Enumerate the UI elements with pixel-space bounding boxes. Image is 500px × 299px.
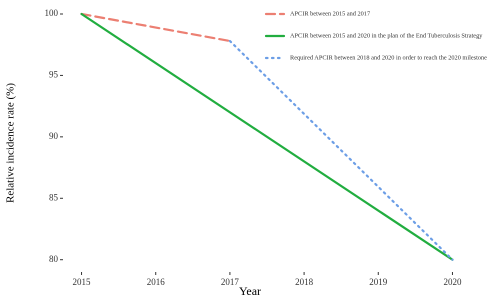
x-tick-label: 2015 (73, 277, 92, 287)
legend-label: Required APCIR between 2018 and 2020 in … (290, 54, 487, 61)
series-line (80, 12, 454, 261)
legend: APCIR between 2015 and 2017 APCIR between… (262, 3, 487, 71)
y-tick-label: 90 (49, 131, 59, 141)
series-line (228, 39, 454, 261)
legend-label: APCIR between 2015 and 2017 (290, 10, 370, 17)
x-tick-label: 2020 (443, 277, 462, 287)
x-tick-label: 2017 (221, 277, 240, 287)
x-tick-label: 2016 (147, 277, 166, 287)
legend-box (262, 3, 484, 71)
x-tick-label: 2018 (295, 277, 314, 287)
x-tick-label: 2019 (369, 277, 388, 287)
legend-label: APCIR between 2015 and 2020 in the plan … (290, 32, 483, 39)
y-tick-label: 95 (49, 69, 59, 79)
y-tick-label: 100 (45, 8, 59, 18)
y-tick-label: 85 (49, 192, 59, 202)
y-tick-label: 80 (49, 254, 59, 264)
series-line (80, 12, 232, 43)
x-axis-label: Year (239, 284, 261, 298)
y-axis-label: Relative incidence rate (%) (5, 83, 17, 203)
